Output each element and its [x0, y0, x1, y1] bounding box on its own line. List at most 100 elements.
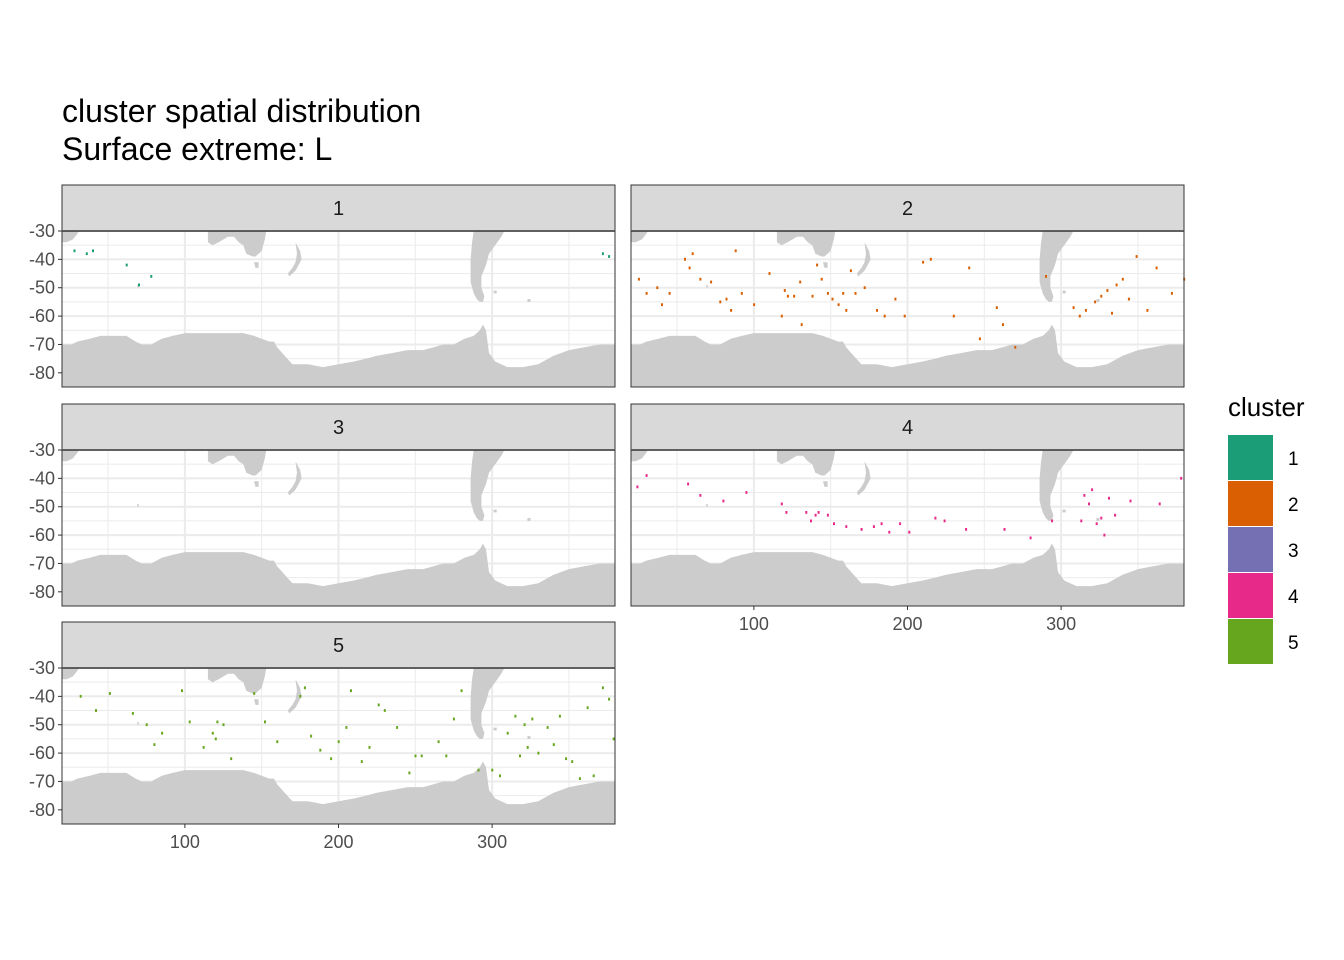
cluster-cell — [1108, 496, 1110, 500]
cluster-cell — [831, 297, 834, 301]
cluster-cell — [783, 289, 786, 292]
new-zealand-land — [287, 679, 302, 714]
cluster-cell — [592, 774, 595, 778]
cluster-cell — [264, 720, 266, 724]
cluster-cell — [73, 249, 76, 253]
cluster-cell — [408, 771, 411, 775]
x-tick-label: 300 — [477, 832, 507, 852]
cluster-cell — [145, 723, 148, 727]
cluster-cell — [1072, 306, 1075, 309]
cluster-cell — [687, 482, 690, 486]
cluster-cell — [817, 511, 820, 514]
y-tick-label: -60 — [29, 306, 55, 326]
cluster-cell — [601, 686, 604, 690]
africa-land — [631, 231, 648, 243]
cluster-cell — [519, 754, 521, 758]
cluster-cell — [837, 303, 840, 307]
south-america-land — [470, 668, 505, 739]
cluster-cell — [303, 686, 306, 690]
africa-land — [62, 450, 79, 462]
cluster-cell — [222, 723, 225, 727]
cluster-cell — [1014, 345, 1017, 349]
cluster-cell — [161, 731, 164, 735]
facet-panel-5: 5 -30 -40 -50 -60 -70 -80 100 200 300 — [29, 621, 616, 852]
cluster-cell — [586, 706, 589, 710]
cluster-cell — [1045, 275, 1047, 278]
cluster-cell — [1051, 519, 1054, 523]
cluster-cell — [565, 757, 568, 761]
cluster-cell — [181, 689, 183, 693]
cluster-cell — [360, 760, 363, 763]
cluster-cell — [811, 294, 814, 298]
cluster-cell — [95, 709, 97, 712]
cluster-cell — [854, 292, 857, 295]
tasmania-land — [823, 481, 828, 487]
y-tick-label: -70 — [29, 771, 55, 791]
facet-strip-2 — [630, 184, 1185, 232]
cluster-cell — [1135, 255, 1138, 258]
cluster-cell — [968, 266, 971, 270]
cluster-cell — [1127, 297, 1130, 301]
south-america-land — [1039, 450, 1074, 521]
cluster-cell — [1129, 499, 1132, 503]
legend-label-5: 5 — [1288, 633, 1299, 654]
legend-label-2: 2 — [1288, 495, 1299, 516]
cluster-cell — [710, 280, 713, 284]
cluster-cell — [722, 499, 725, 503]
kerguelen-land — [137, 503, 139, 507]
antarctica-land — [62, 761, 615, 824]
legend-title: cluster — [1228, 392, 1305, 422]
cluster-cell — [506, 731, 509, 735]
y-tick-label: -60 — [29, 525, 55, 545]
cluster-cell — [1114, 513, 1117, 517]
cluster-cell — [860, 528, 863, 531]
cluster-cell — [608, 697, 611, 701]
cluster-cell — [888, 530, 891, 534]
south-georgia-land — [527, 518, 531, 521]
cluster-cell — [452, 717, 455, 721]
south-america-land — [1039, 231, 1074, 302]
cluster-cell — [150, 275, 153, 278]
cluster-cell — [780, 502, 783, 506]
cluster-cell — [92, 249, 94, 253]
cluster-cell — [1094, 300, 1097, 304]
cluster-cell — [876, 309, 878, 312]
facet-panel-3: 3 -30 -40 -50 -60 -70 -80 — [29, 403, 616, 607]
cluster-cell — [546, 726, 549, 729]
legend: cluster 1 2 3 4 5 — [1228, 392, 1305, 664]
cluster-cell — [688, 266, 691, 270]
cluster-cell — [608, 255, 611, 258]
y-tick-label: -30 — [29, 658, 55, 678]
tasmania-land — [254, 481, 259, 487]
cluster-cell — [216, 720, 219, 724]
x-tick-label: 200 — [892, 614, 922, 634]
africa-land — [62, 231, 79, 243]
cluster-cell — [377, 703, 380, 707]
new-zealand-land — [856, 461, 871, 496]
cluster-cell — [1146, 309, 1149, 312]
y-tick-label: -40 — [29, 686, 55, 706]
cluster-cell — [780, 314, 783, 318]
cluster-cell — [526, 746, 529, 749]
facet-panel-4: 4 100 200 300 — [630, 403, 1185, 634]
cluster-cell — [745, 491, 748, 494]
cluster-cell — [684, 257, 686, 261]
cluster-cell — [396, 726, 399, 729]
cluster-cell — [903, 314, 906, 318]
cluster-cell — [1083, 494, 1086, 497]
cluster-cell — [725, 297, 728, 301]
cluster-cell — [578, 777, 581, 780]
new-zealand-land — [287, 461, 302, 496]
cluster-cell — [612, 737, 615, 741]
australia-land — [776, 231, 836, 257]
cluster-cell — [1121, 277, 1124, 281]
y-tick-label: -80 — [29, 800, 55, 820]
cluster-cell — [1155, 266, 1158, 270]
cluster-cell — [1111, 311, 1113, 315]
falklands-land — [493, 509, 497, 513]
cluster-cell — [477, 768, 480, 772]
cluster-cell — [880, 522, 883, 526]
cluster-cell — [214, 737, 217, 741]
cluster-cell — [420, 754, 423, 758]
falklands-land — [1062, 509, 1066, 513]
